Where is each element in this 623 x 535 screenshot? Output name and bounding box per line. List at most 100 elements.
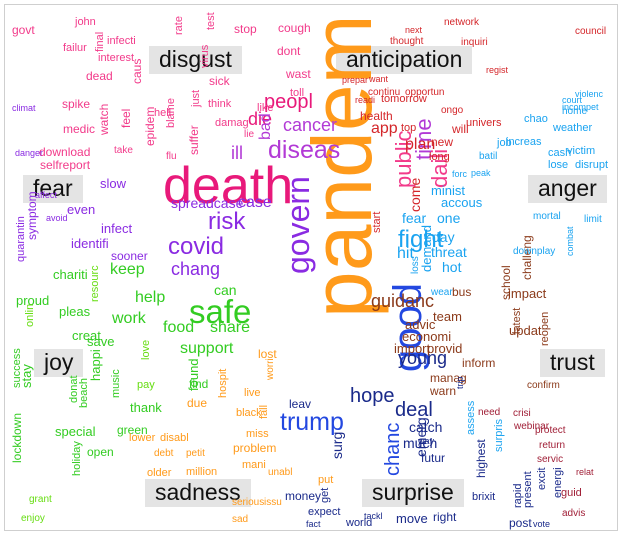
- word-thank: thank: [130, 400, 162, 415]
- category-fear: fear: [23, 175, 83, 203]
- word-excit: excit: [536, 467, 548, 490]
- word-death: death: [163, 157, 294, 215]
- word-home: home: [562, 106, 588, 117]
- word-black: black: [236, 407, 262, 419]
- word-tackl: tackl: [364, 511, 383, 521]
- word-watch: watch: [97, 103, 111, 135]
- word-post: post: [509, 516, 532, 530]
- word-opportun: opportun: [405, 87, 445, 98]
- word-stay: stay: [19, 364, 34, 388]
- word-affect: affect: [35, 190, 57, 200]
- word-incompet: incompet: [562, 102, 599, 112]
- word-readi: readi: [355, 95, 376, 105]
- word-challeng: challeng: [520, 235, 534, 280]
- word-problem: problem: [233, 441, 277, 455]
- word-wear: wear: [431, 287, 453, 298]
- word-hell: hell: [154, 107, 172, 119]
- word-economi: economi: [402, 329, 452, 344]
- word-onlin: onlin: [24, 303, 36, 327]
- word-toll: toll: [290, 87, 305, 99]
- word-dead: dead: [86, 69, 113, 83]
- category-anger: anger: [528, 175, 607, 203]
- word-die: die: [248, 109, 273, 129]
- word-confirm: confirm: [527, 380, 560, 391]
- word-app: app: [371, 120, 398, 137]
- word-fear: fear: [402, 210, 427, 226]
- word-cough: cough: [278, 21, 311, 35]
- word-disrupt: disrupt: [575, 159, 609, 171]
- word-unabl: unabl: [268, 467, 293, 478]
- word-council: council: [575, 26, 607, 37]
- word-sick: sick: [209, 74, 230, 88]
- word-chang: chang: [171, 259, 221, 279]
- category-joy: joy: [34, 349, 84, 377]
- word-new: new: [431, 135, 454, 149]
- word-will: will: [452, 122, 469, 136]
- word-bus: bus: [452, 285, 472, 299]
- word-trip: trip: [455, 376, 465, 389]
- word-food: food: [163, 319, 195, 336]
- word-spike: spike: [62, 97, 91, 111]
- word-put: put: [318, 474, 334, 486]
- word-thought: thought: [390, 36, 424, 47]
- word-futur: futur: [421, 451, 446, 465]
- word-come: come: [407, 177, 423, 212]
- word-pay: pay: [137, 379, 155, 391]
- word-proud: proud: [16, 293, 50, 308]
- word-virus: virus: [199, 44, 211, 68]
- word-chao: chao: [524, 113, 548, 125]
- word-rate: rate: [173, 16, 185, 35]
- word-deal: deal: [395, 399, 433, 421]
- word-webinar: webinar: [514, 421, 550, 432]
- word-assess: assess: [465, 400, 477, 435]
- word-plan: plan: [405, 136, 436, 153]
- word-disabl: disabl: [160, 432, 189, 444]
- word-infect: infect: [101, 221, 133, 236]
- word-increas: increas: [506, 136, 542, 148]
- word-move: move: [396, 511, 428, 526]
- word-even: even: [67, 202, 96, 217]
- word-think: think: [208, 98, 232, 110]
- word-limit: limit: [584, 214, 602, 225]
- word-grant: grant: [29, 494, 52, 505]
- category-disgust: disgust: [149, 46, 242, 74]
- word-violenc: violenc: [575, 89, 604, 99]
- word-accous: accous: [441, 195, 483, 210]
- word-mortal: mortal: [533, 211, 561, 222]
- word-brixit: brixit: [472, 491, 496, 503]
- word-right: right: [433, 510, 457, 524]
- word-guidanc: guidanc: [371, 291, 435, 311]
- word-million: million: [186, 466, 218, 478]
- word-issu: issu: [264, 497, 282, 508]
- word-download: download: [39, 145, 91, 159]
- word-surpris: surpris: [493, 418, 505, 452]
- word-next: next: [405, 25, 423, 35]
- word-hot: hot: [442, 259, 462, 275]
- category-sadness: sadness: [145, 479, 251, 507]
- word-sad: sad: [232, 514, 249, 525]
- word-victim: victim: [567, 145, 596, 157]
- word-medic: medic: [63, 122, 96, 136]
- word-support: support: [180, 340, 234, 357]
- word-threat: threat: [431, 244, 467, 260]
- word-mani: mani: [242, 459, 266, 471]
- word-bad: bad: [257, 113, 274, 140]
- word-debt: debt: [154, 448, 174, 459]
- category-trust: trust: [540, 349, 605, 377]
- word-fight: fight: [398, 226, 444, 253]
- word-safe: safe: [189, 293, 252, 330]
- word-trump: trump: [280, 408, 344, 436]
- word-damag: damag: [215, 117, 249, 129]
- word-suffer: suffer: [187, 125, 201, 155]
- category-anticipation: anticipation: [336, 46, 473, 74]
- word-advic: advic: [405, 317, 436, 332]
- word-univers: univers: [466, 117, 502, 129]
- word-manag: manag: [430, 371, 467, 385]
- word-much: much: [403, 435, 438, 451]
- word-servic: servic: [537, 454, 564, 465]
- word-enjoy: enjoy: [21, 513, 45, 524]
- word-chanc: chanc: [382, 422, 404, 476]
- word-serious: serious: [232, 497, 265, 508]
- word-stop: stop: [234, 22, 257, 36]
